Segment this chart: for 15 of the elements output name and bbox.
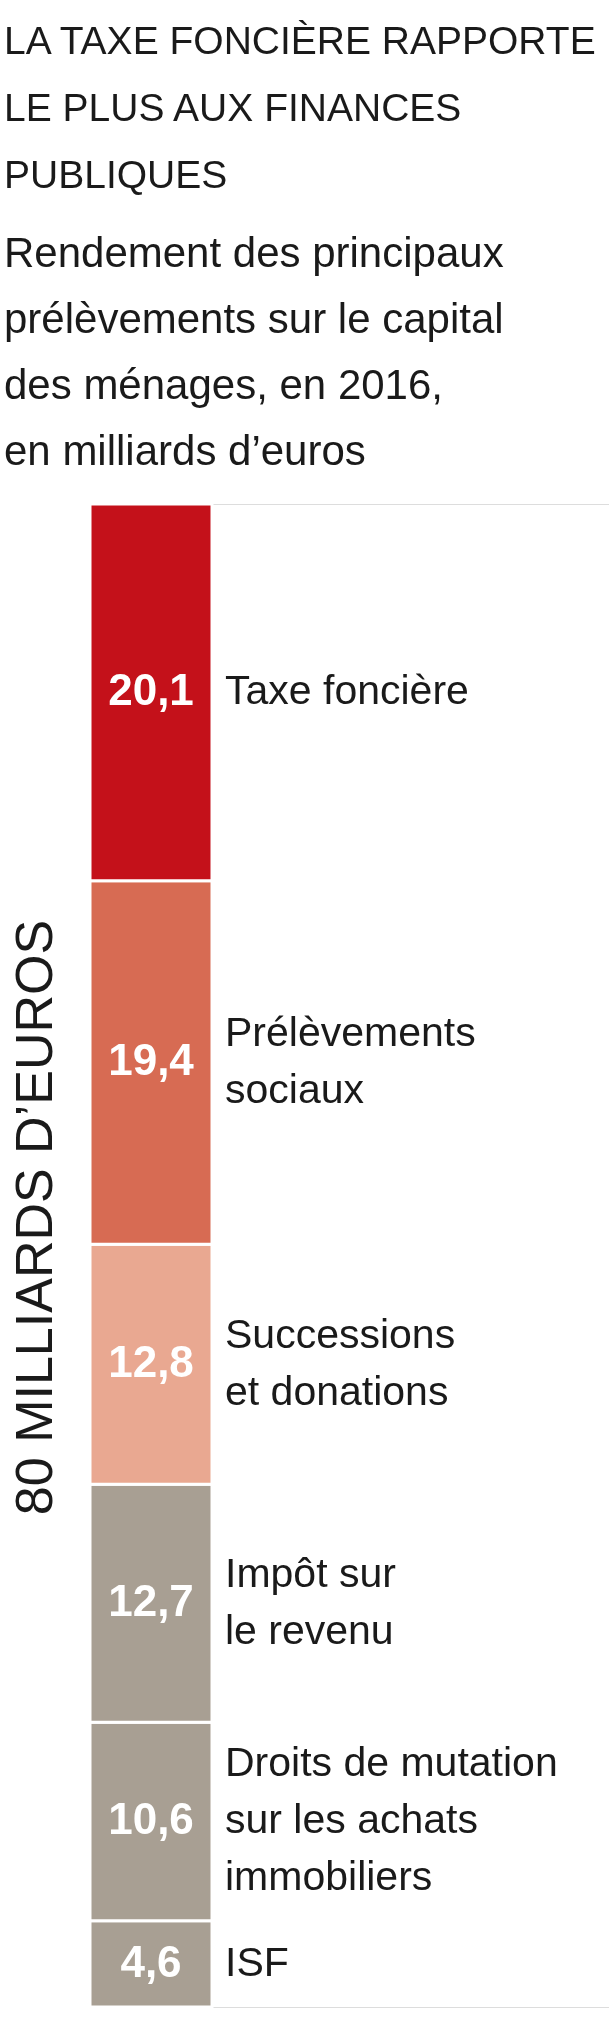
- data-label: 4,6: [120, 1936, 182, 1986]
- data-label: 12,8: [108, 1337, 194, 1387]
- chart-subtitle: Rendement des principaux prélèvements sur le capital des ménages, en 2016, en milliards d’euros: [4, 228, 504, 474]
- data-label: 12,7: [108, 1576, 194, 1626]
- series-label: ISF: [225, 1938, 289, 1985]
- data-label: 19,4: [108, 1035, 195, 1085]
- series-label: Taxe foncière: [225, 667, 469, 714]
- text: LA TAXE FONCIÈRE RAPPORTE LE PLUS AUX FINANCES PUBLIQUES: [4, 18, 596, 196]
- y-axis-title: 80 MILLIARDS D’EUROS: [4, 919, 63, 1516]
- data-label: 20,1: [108, 665, 194, 715]
- series-label: Droits de mutation sur les achats immobiliers: [225, 1739, 558, 1900]
- series-label: Prélèvements sociaux: [225, 1008, 476, 1112]
- series-label: Successions et donations: [225, 1310, 456, 1414]
- series-label: Impôt sur le revenu: [225, 1549, 396, 1653]
- data-label: 10,6: [108, 1794, 194, 1844]
